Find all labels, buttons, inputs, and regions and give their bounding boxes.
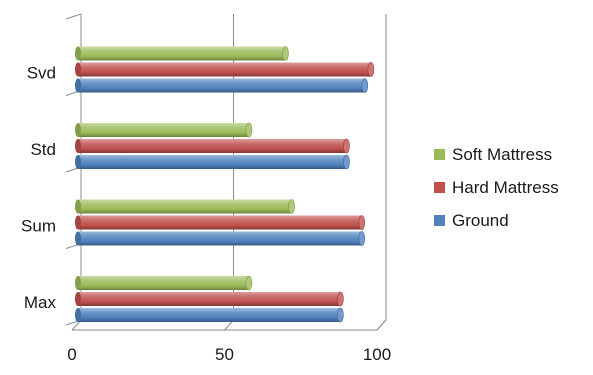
bars [75, 46, 375, 323]
bar-end-cap [367, 62, 375, 77]
legend-item-hard-mattress: Hard Mattress [434, 178, 559, 197]
bar-body [78, 123, 249, 137]
bar-soft-mattress-max [75, 275, 253, 291]
x-tick-label-0: 0 [67, 345, 76, 364]
bar-body [78, 292, 341, 306]
bar-start-cap [75, 199, 81, 214]
legend-item-soft-mattress: Soft Mattress [434, 145, 552, 164]
x-tick-label-100: 100 [363, 345, 391, 364]
bar-hard-mattress-max [75, 291, 344, 307]
bar-hard-mattress-sum [75, 215, 366, 230]
bar-end-cap [288, 199, 295, 214]
bar-start-cap [75, 276, 81, 290]
bar-body [78, 231, 362, 246]
bar-start-cap [75, 123, 81, 137]
bar-ground-sum [75, 231, 366, 246]
bar-end-cap [245, 275, 253, 291]
bar-end-cap [337, 307, 344, 323]
bar-end-cap [358, 215, 366, 230]
category-label-std: Std [30, 140, 56, 159]
legend-swatch [434, 149, 445, 160]
legend-swatch [434, 182, 445, 193]
bar-body [78, 46, 286, 61]
legend-label: Hard Mattress [452, 178, 559, 197]
legend-label: Ground [452, 211, 509, 230]
bar-end-cap [343, 138, 350, 154]
y-axis-category-labels: Max Sum Std Svd [21, 64, 56, 313]
bar-hard-mattress-std [75, 138, 350, 154]
category-divider [65, 13, 82, 20]
bar-soft-mattress-svd [75, 46, 289, 61]
legend-swatch [434, 215, 445, 226]
bar-ground-std [75, 154, 350, 170]
legend: Soft Mattress Hard Mattress Ground [434, 145, 559, 230]
bar-start-cap [75, 155, 81, 169]
legend-item-ground: Ground [434, 211, 509, 230]
x-tick-label-50: 50 [215, 345, 234, 364]
bar-start-cap [75, 78, 81, 93]
bar-body [78, 139, 347, 153]
bar-body [78, 155, 347, 169]
bar-body [78, 199, 292, 214]
bar-end-cap [361, 78, 369, 93]
bar-start-cap [75, 292, 81, 306]
legend-label: Soft Mattress [452, 145, 552, 164]
bar-end-cap [343, 154, 350, 170]
bar-start-cap [75, 62, 81, 77]
x-axis-tick-labels: 0 50 100 [67, 345, 391, 364]
bar-body [78, 62, 371, 77]
bar-start-cap [75, 308, 81, 322]
bar-start-cap [75, 231, 81, 246]
bar-hard-mattress-svd [75, 62, 375, 77]
bar-end-cap [245, 122, 253, 138]
category-label-sum: Sum [21, 217, 56, 236]
bar-body [78, 78, 365, 93]
bar-ground-max [75, 307, 344, 323]
bar-start-cap [75, 139, 81, 153]
bar-body [78, 215, 362, 230]
bar-end-cap [337, 291, 344, 307]
bar-soft-mattress-std [75, 122, 253, 138]
bar-end-cap [358, 231, 366, 246]
bar-start-cap [75, 46, 81, 61]
bar-start-cap [75, 215, 81, 230]
floor-gridline-100 [376, 319, 387, 331]
bar-soft-mattress-sum [75, 199, 295, 214]
category-label-max: Max [24, 293, 57, 312]
bar-end-cap [282, 46, 289, 61]
bar-body [78, 308, 341, 322]
bar-ground-svd [75, 78, 369, 93]
category-label-svd: Svd [27, 64, 56, 83]
bar-body [78, 276, 249, 290]
